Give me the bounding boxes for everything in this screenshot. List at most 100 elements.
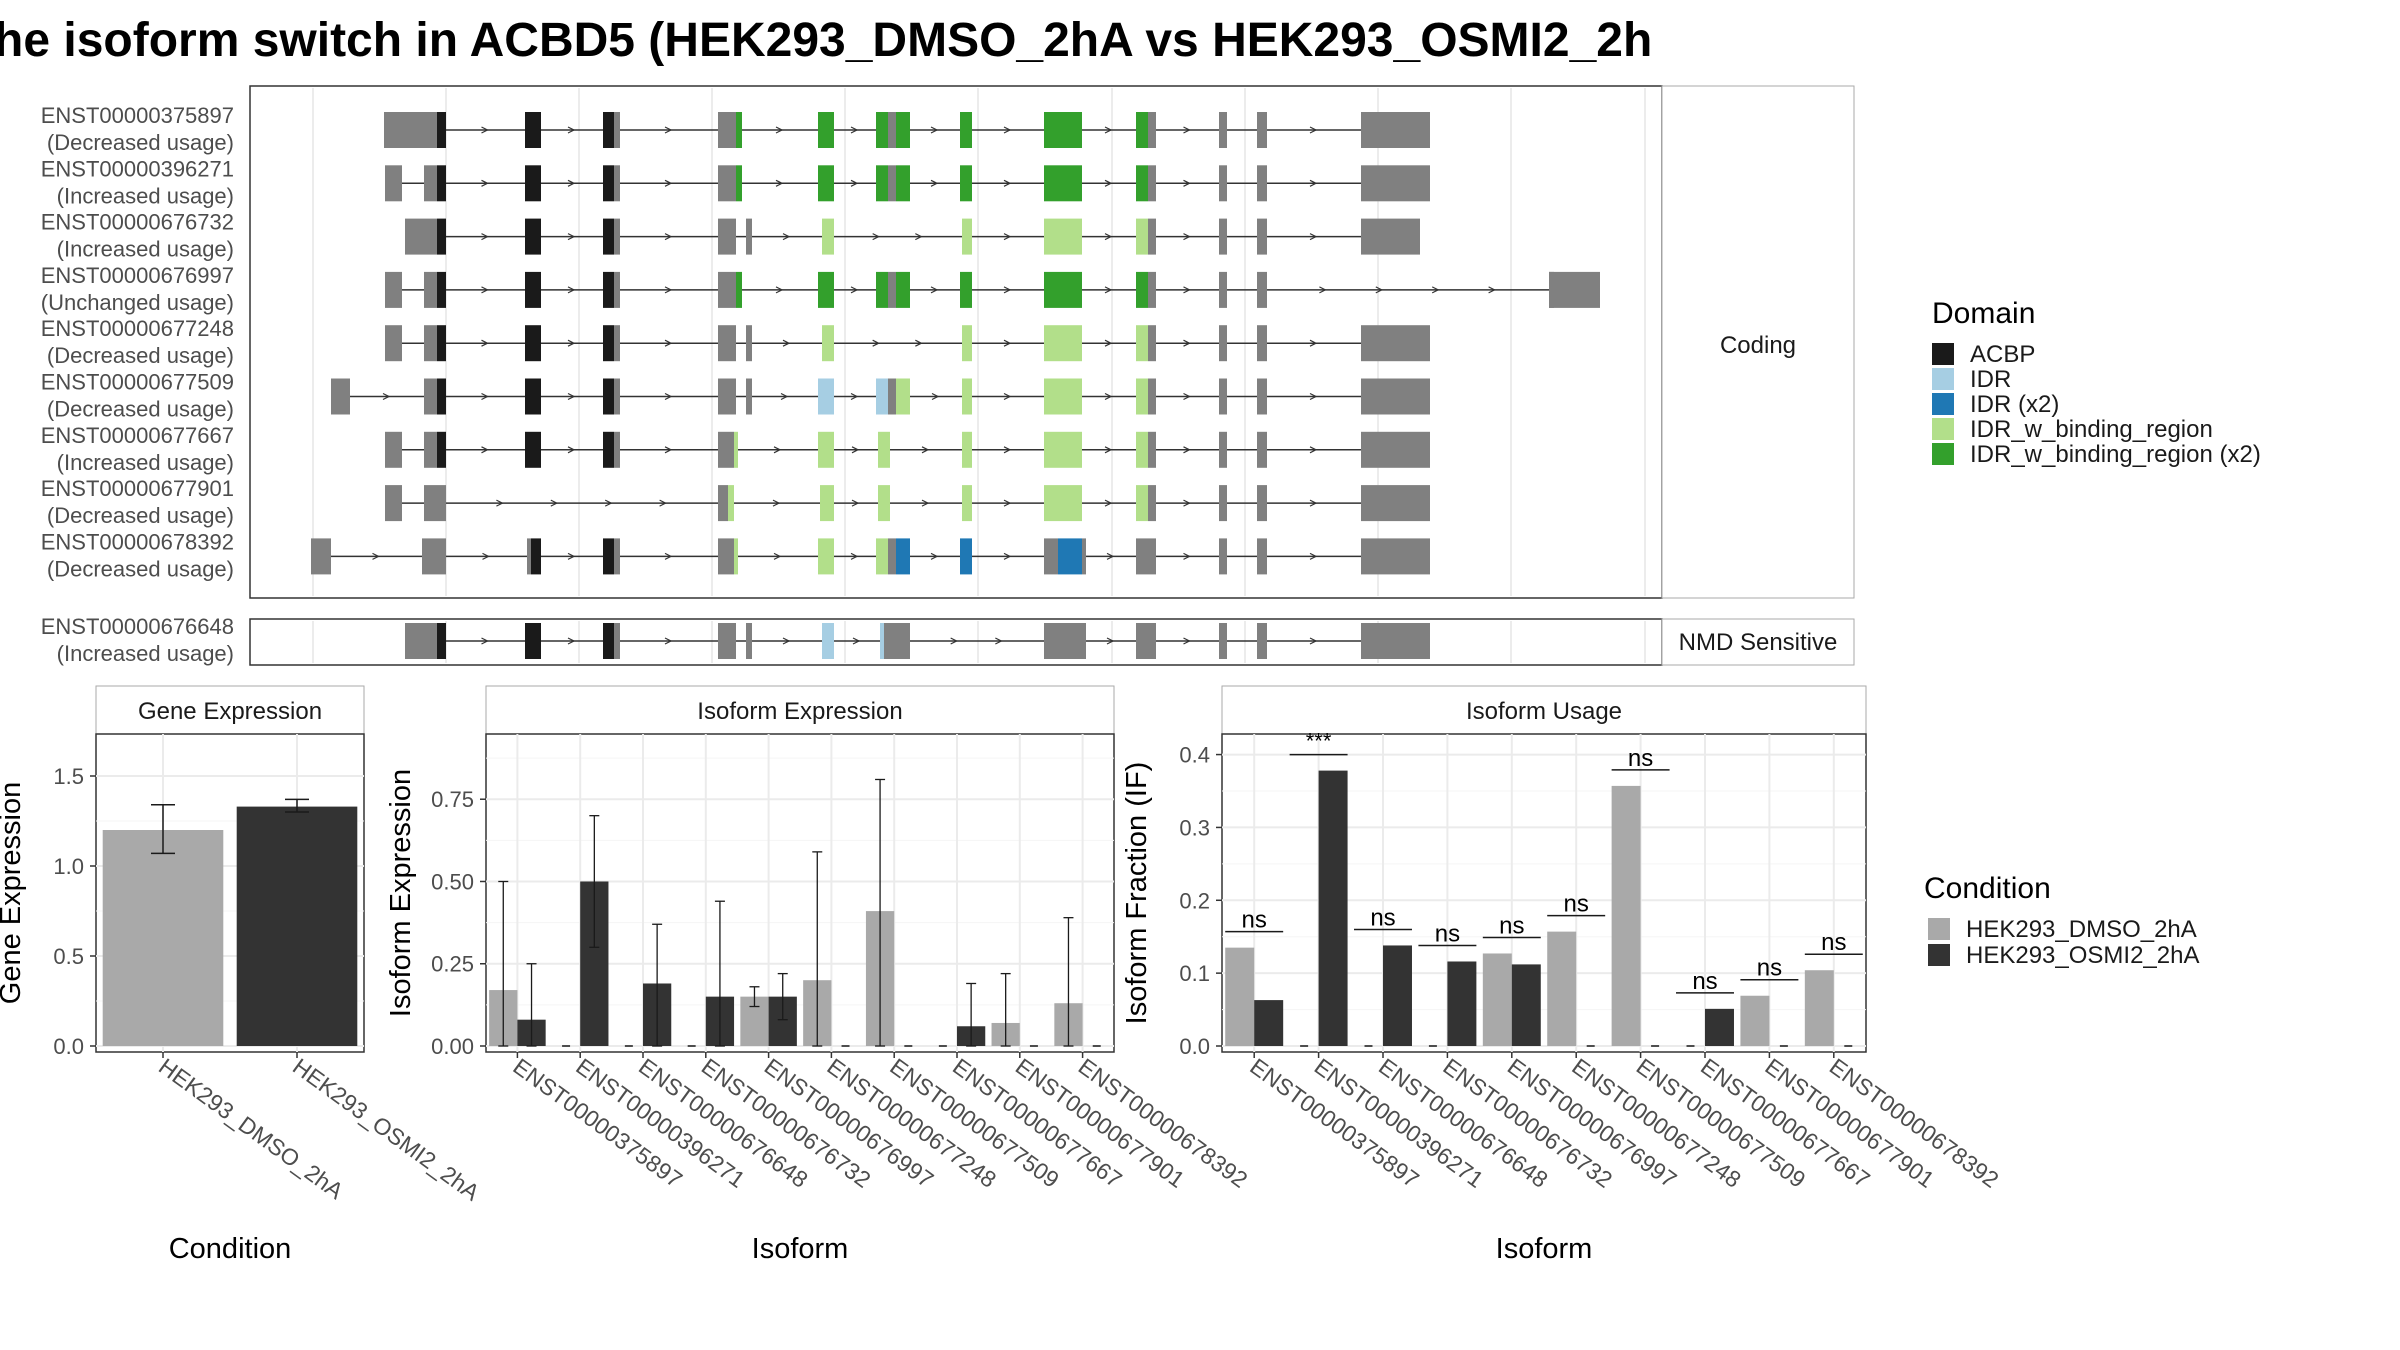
intron-arrow xyxy=(567,392,576,401)
exon-block xyxy=(718,538,734,575)
exon-block xyxy=(1219,485,1227,522)
panel-strip xyxy=(485,685,1115,735)
exon-block xyxy=(962,378,972,415)
exon-block xyxy=(385,485,402,522)
intron-arrow xyxy=(496,499,504,507)
condition-legend-item: HEK293_OSMI2_2hA xyxy=(1928,942,2199,969)
transcript-track xyxy=(405,218,1420,255)
domain-legend-label: ACBP xyxy=(1970,341,2035,368)
exon-block xyxy=(718,485,728,522)
intron-arrow xyxy=(1003,233,1012,241)
transcript-label: ENST00000677248(Decreased usage) xyxy=(41,316,234,368)
exon-block xyxy=(1044,165,1082,202)
intron-arrow xyxy=(930,286,939,294)
y-tick-label: 0.3 xyxy=(1179,815,1210,840)
transcript-id: ENST00000375897 xyxy=(41,103,234,128)
bar xyxy=(1482,953,1512,1046)
exon-block xyxy=(1219,112,1227,148)
intron-arrow xyxy=(1003,179,1012,187)
x-axis-label: Condition xyxy=(169,1233,292,1265)
intron-arrow xyxy=(1003,392,1012,401)
exon-block xyxy=(437,112,446,148)
intron-arrow xyxy=(1183,126,1191,134)
exon-block xyxy=(525,378,541,415)
transcript-id: ENST00000677248 xyxy=(41,316,234,341)
intron-arrow xyxy=(1183,552,1191,560)
intron-arrow xyxy=(1104,233,1113,241)
exon-block xyxy=(1257,538,1267,575)
y-tick-label: 0.00 xyxy=(431,1034,474,1059)
exon-block xyxy=(878,431,890,468)
domain-legend-label: IDR_w_binding_region (x2) xyxy=(1970,441,2261,468)
exon-block xyxy=(822,623,834,659)
transcript-label: ENST00000677667(Increased usage) xyxy=(41,423,234,475)
exon-block xyxy=(960,271,972,308)
intron-arrow xyxy=(1104,126,1113,134)
exon-block xyxy=(603,538,614,575)
y-tick-label: 1.5 xyxy=(53,764,84,789)
exon-block xyxy=(1219,165,1227,202)
exon-block xyxy=(718,378,736,415)
panel-title: Isoform Usage xyxy=(1466,698,1622,725)
transcript-usage: (Decreased usage) xyxy=(47,397,234,422)
exon-block xyxy=(1257,431,1267,468)
transcript-usage: (Increased usage) xyxy=(57,450,234,475)
transcript-track xyxy=(385,325,1430,362)
exon-block xyxy=(888,165,896,202)
transcript-id: ENST00000677901 xyxy=(41,476,234,501)
exon-block xyxy=(437,623,446,659)
intron-arrow xyxy=(567,286,576,294)
intron-arrow xyxy=(567,552,576,560)
panel-title: Gene Expression xyxy=(138,698,322,725)
intron-arrow xyxy=(567,233,576,241)
intron-arrow xyxy=(930,552,939,560)
exon-block xyxy=(1257,325,1267,362)
intron-arrow xyxy=(1488,286,1496,294)
y-axis-label: Gene Expression xyxy=(0,782,27,1004)
intron-arrow xyxy=(481,392,489,401)
x-axis-label: Isoform xyxy=(752,1233,849,1265)
transcript-usage: (Decreased usage) xyxy=(47,343,234,368)
exon-block xyxy=(876,112,888,148)
isoform-usage-chart: Isoform Usage 0.0 0.1 0.2 0.3 0.4 Isoform Frac… xyxy=(1121,685,2004,1265)
intron-arrow xyxy=(1104,339,1113,347)
exon-block xyxy=(1361,112,1368,148)
exon-block xyxy=(746,218,752,255)
exon-block xyxy=(746,378,752,415)
bar xyxy=(1740,995,1770,1046)
intron-arrow xyxy=(1183,392,1191,401)
exon-block xyxy=(614,325,620,362)
bar xyxy=(102,830,224,1046)
intron-arrow xyxy=(782,233,791,241)
intron-arrow xyxy=(1003,126,1012,134)
y-axis-label: Isoform Fraction (IF) xyxy=(1121,762,1153,1025)
intron-arrow xyxy=(604,499,613,507)
exon-block xyxy=(1257,218,1267,255)
nmd-strip-label: NMD Sensitive xyxy=(1679,629,1838,656)
exon-block xyxy=(1044,538,1058,575)
exon-block xyxy=(437,431,446,468)
exon-block xyxy=(822,218,834,255)
exon-block xyxy=(1257,485,1267,522)
intron-arrow xyxy=(1003,286,1012,294)
exon-block xyxy=(1361,623,1430,659)
transcript-id: ENST00000677509 xyxy=(41,370,234,395)
exon-block xyxy=(736,271,742,308)
transcript-id: ENST00000676732 xyxy=(41,210,234,235)
intron-arrow xyxy=(872,339,881,347)
transcript-id: ENST00000676997 xyxy=(41,263,234,288)
exon-block xyxy=(718,325,736,362)
exon-block xyxy=(437,271,446,308)
y-tick-label: 0.0 xyxy=(53,1034,84,1059)
exon-block xyxy=(614,165,620,202)
exon-block xyxy=(1136,325,1148,362)
domain-legend-item: ACBP xyxy=(1932,341,2035,368)
exon-block xyxy=(718,271,736,308)
exon-block xyxy=(525,325,541,362)
exon-block xyxy=(331,378,350,415)
intron-arrow xyxy=(481,233,489,241)
exon-block xyxy=(1136,431,1148,468)
bar xyxy=(1383,945,1412,1046)
transcript-id: ENST00000396271 xyxy=(41,156,234,181)
exon-block xyxy=(818,112,834,148)
